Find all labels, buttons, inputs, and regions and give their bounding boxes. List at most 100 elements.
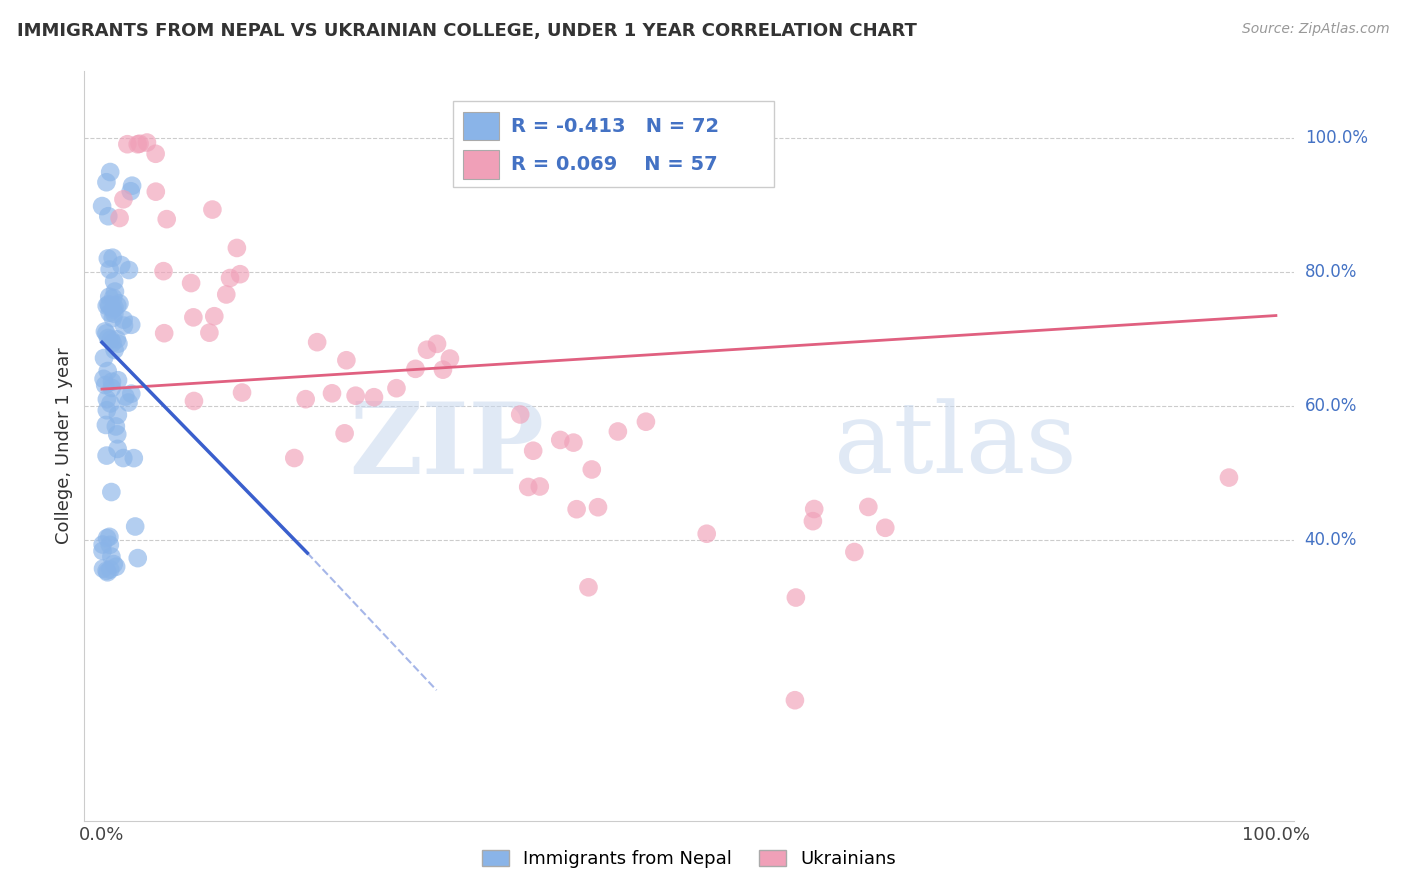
Point <box>108 296 131 310</box>
Point <box>844 545 866 559</box>
Point <box>91 561 114 575</box>
Point <box>517 480 540 494</box>
Point <box>112 451 135 466</box>
Point <box>101 375 124 389</box>
Point <box>858 500 880 514</box>
Point <box>98 290 121 304</box>
Point <box>548 433 571 447</box>
Text: Source: ZipAtlas.com: Source: ZipAtlas.com <box>1241 22 1389 37</box>
Point <box>363 390 385 404</box>
Point <box>104 285 127 299</box>
Point <box>98 165 121 179</box>
Point <box>97 297 120 311</box>
Point <box>124 519 146 533</box>
Text: atlas: atlas <box>834 398 1077 494</box>
Point <box>283 450 305 465</box>
Point <box>152 264 174 278</box>
Point <box>117 395 139 409</box>
Point <box>94 417 117 432</box>
Point <box>96 299 118 313</box>
Point <box>432 362 454 376</box>
Point <box>127 137 149 152</box>
Point <box>98 299 121 313</box>
Point <box>112 318 135 333</box>
Point <box>96 531 118 545</box>
Point <box>97 364 120 378</box>
Point <box>529 479 551 493</box>
Point <box>153 326 176 341</box>
Point <box>91 544 114 558</box>
Point <box>145 146 167 161</box>
Point <box>101 291 124 305</box>
Point <box>98 563 121 577</box>
Point <box>307 335 329 350</box>
Point <box>98 530 121 544</box>
Point <box>93 372 115 386</box>
Point <box>100 549 122 564</box>
Point <box>100 381 122 395</box>
Point <box>94 325 117 339</box>
Point <box>103 274 125 288</box>
Point <box>120 318 142 332</box>
Point <box>107 408 129 422</box>
FancyBboxPatch shape <box>463 112 499 140</box>
Point <box>803 502 825 516</box>
Point <box>101 251 124 265</box>
Point <box>219 271 242 285</box>
Point <box>201 202 224 217</box>
Point <box>105 332 128 346</box>
Point <box>183 310 205 325</box>
Point <box>96 564 118 578</box>
FancyBboxPatch shape <box>463 150 499 178</box>
Point <box>335 353 357 368</box>
Point <box>562 435 585 450</box>
Point <box>97 252 120 266</box>
Point <box>98 262 121 277</box>
Point <box>112 312 135 326</box>
Point <box>581 462 603 476</box>
Point <box>114 390 136 404</box>
Point <box>100 396 122 410</box>
Point <box>100 485 122 500</box>
Point <box>696 526 718 541</box>
Point <box>94 378 117 392</box>
Point <box>118 263 141 277</box>
Point <box>634 415 657 429</box>
Point <box>783 693 806 707</box>
Point <box>180 276 202 290</box>
Point <box>385 381 408 395</box>
Point <box>103 343 125 357</box>
Text: R = -0.413   N = 72: R = -0.413 N = 72 <box>512 117 720 136</box>
Point <box>103 557 125 571</box>
Point <box>91 199 114 213</box>
Point <box>509 408 531 422</box>
Point <box>107 336 129 351</box>
Point <box>294 392 316 406</box>
Point <box>183 394 205 409</box>
Point <box>104 419 127 434</box>
Point <box>578 580 600 594</box>
Point <box>112 192 135 206</box>
Point <box>121 178 143 193</box>
Point <box>96 566 118 580</box>
Point <box>439 351 461 366</box>
Point <box>97 209 120 223</box>
Point <box>344 389 367 403</box>
Point <box>101 311 124 326</box>
Point <box>127 551 149 566</box>
Point <box>231 385 253 400</box>
Point <box>107 442 129 456</box>
Point <box>321 386 343 401</box>
Text: ZIP: ZIP <box>349 398 544 494</box>
Point <box>96 392 118 407</box>
Point <box>103 307 125 321</box>
FancyBboxPatch shape <box>453 102 773 187</box>
Point <box>103 301 125 315</box>
Point <box>96 449 118 463</box>
Point <box>105 559 128 574</box>
Point <box>333 426 356 441</box>
Point <box>122 451 145 466</box>
Point <box>801 514 824 528</box>
Point <box>117 137 139 152</box>
Point <box>120 386 142 401</box>
